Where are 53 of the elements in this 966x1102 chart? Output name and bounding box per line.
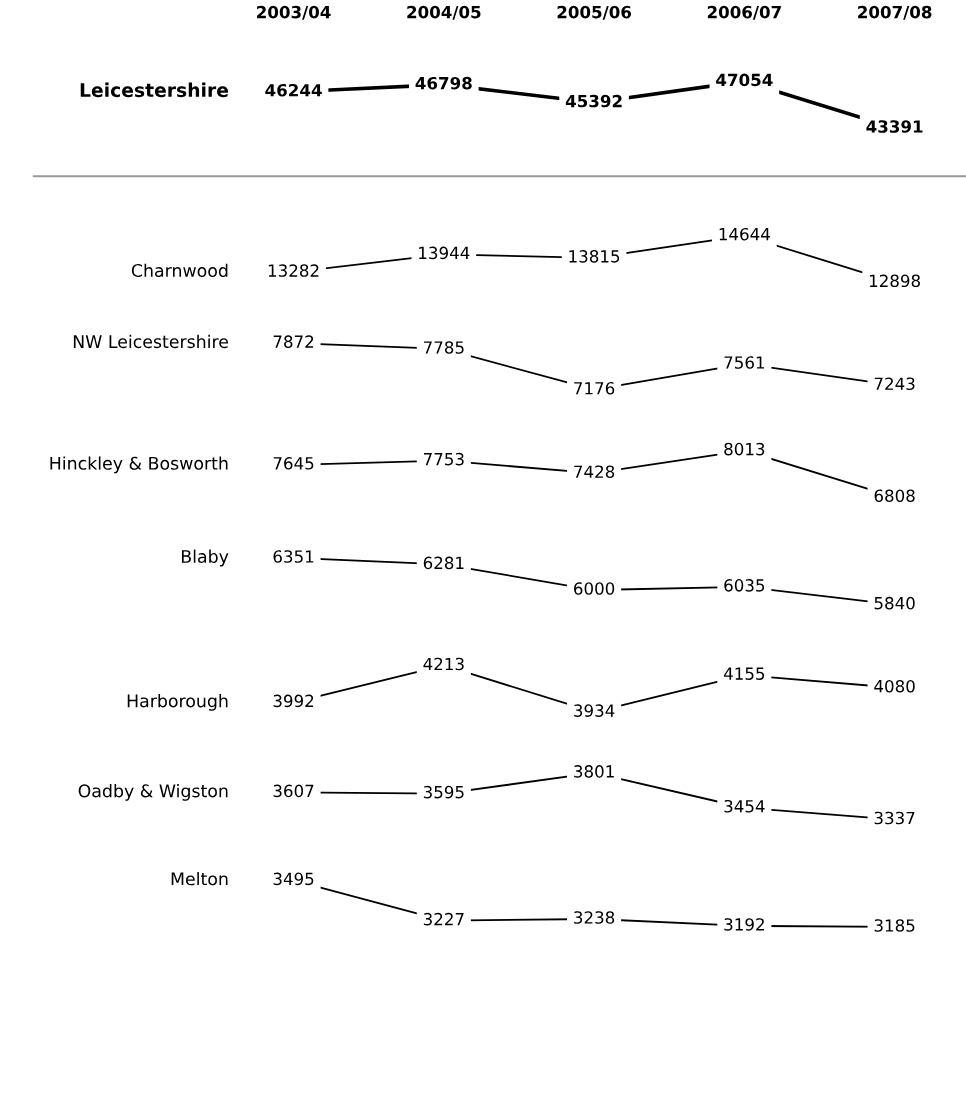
data-label: 3495 <box>273 872 314 886</box>
data-label: 4155 <box>723 667 765 680</box>
data-label: 3607 <box>273 784 314 798</box>
x-tick-label: 2006/07 <box>707 5 781 20</box>
data-label: 3934 <box>574 704 615 717</box>
data-label: 7872 <box>273 335 314 348</box>
x-tick-label: 2003/04 <box>257 5 331 20</box>
data-label: 5840 <box>874 596 915 610</box>
data-label: 7645 <box>273 457 314 470</box>
data-label: 13944 <box>419 246 470 260</box>
chart-title: Blaby <box>181 549 229 567</box>
data-label: 4080 <box>874 679 915 693</box>
data-label: 7176 <box>574 381 615 395</box>
data-label: 7243 <box>874 377 915 391</box>
text: Harborough <box>127 693 228 711</box>
chart-title: NW Leicestershire <box>73 334 229 349</box>
data-label: 43391 <box>866 120 923 133</box>
data-label: 45392 <box>565 94 622 108</box>
data-label: 7785 <box>423 341 464 354</box>
data-label: 7561 <box>724 356 765 369</box>
data-label: 3992 <box>273 694 314 708</box>
data-label: 3238 <box>574 911 615 924</box>
data-label: 3337 <box>874 811 915 825</box>
data-label: 13282 <box>268 264 319 277</box>
data-label: 6000 <box>574 582 615 595</box>
data-label: 6281 <box>423 556 464 570</box>
x-tick-label: 2007/08 <box>858 5 932 20</box>
data-label: 3454 <box>724 799 765 813</box>
data-label: 3185 <box>874 919 915 932</box>
text: Oadby & Wigston <box>78 783 228 801</box>
data-label: 46244 <box>265 83 322 97</box>
chart-title: Hinckley & Bosworth <box>50 456 228 474</box>
chart-title: Leicestershire <box>80 82 229 98</box>
data-label: 3595 <box>423 785 464 799</box>
data-label: 3192 <box>724 918 764 931</box>
data-label: 3801 <box>574 765 614 778</box>
data-label: 4213 <box>423 657 464 671</box>
data-label: 3227 <box>423 912 464 926</box>
data-label: 6351 <box>273 550 314 563</box>
data-label: 14644 <box>719 227 770 241</box>
chart-title: Melton <box>171 871 228 886</box>
data-label: 13815 <box>569 250 620 263</box>
data-label: 47054 <box>716 73 773 87</box>
data-label: 8013 <box>724 442 765 456</box>
data-label: 6808 <box>874 489 915 503</box>
x-tick-label: 2004/05 <box>407 5 481 20</box>
x-tick-label: 2005/06 <box>557 5 632 20</box>
data-label: 7753 <box>423 452 464 466</box>
data-label: 7428 <box>574 465 615 479</box>
data-label: 12898 <box>869 274 920 288</box>
text: Charnwood <box>131 263 228 278</box>
data-label: 6035 <box>724 579 765 592</box>
data-label: 46798 <box>415 76 472 90</box>
